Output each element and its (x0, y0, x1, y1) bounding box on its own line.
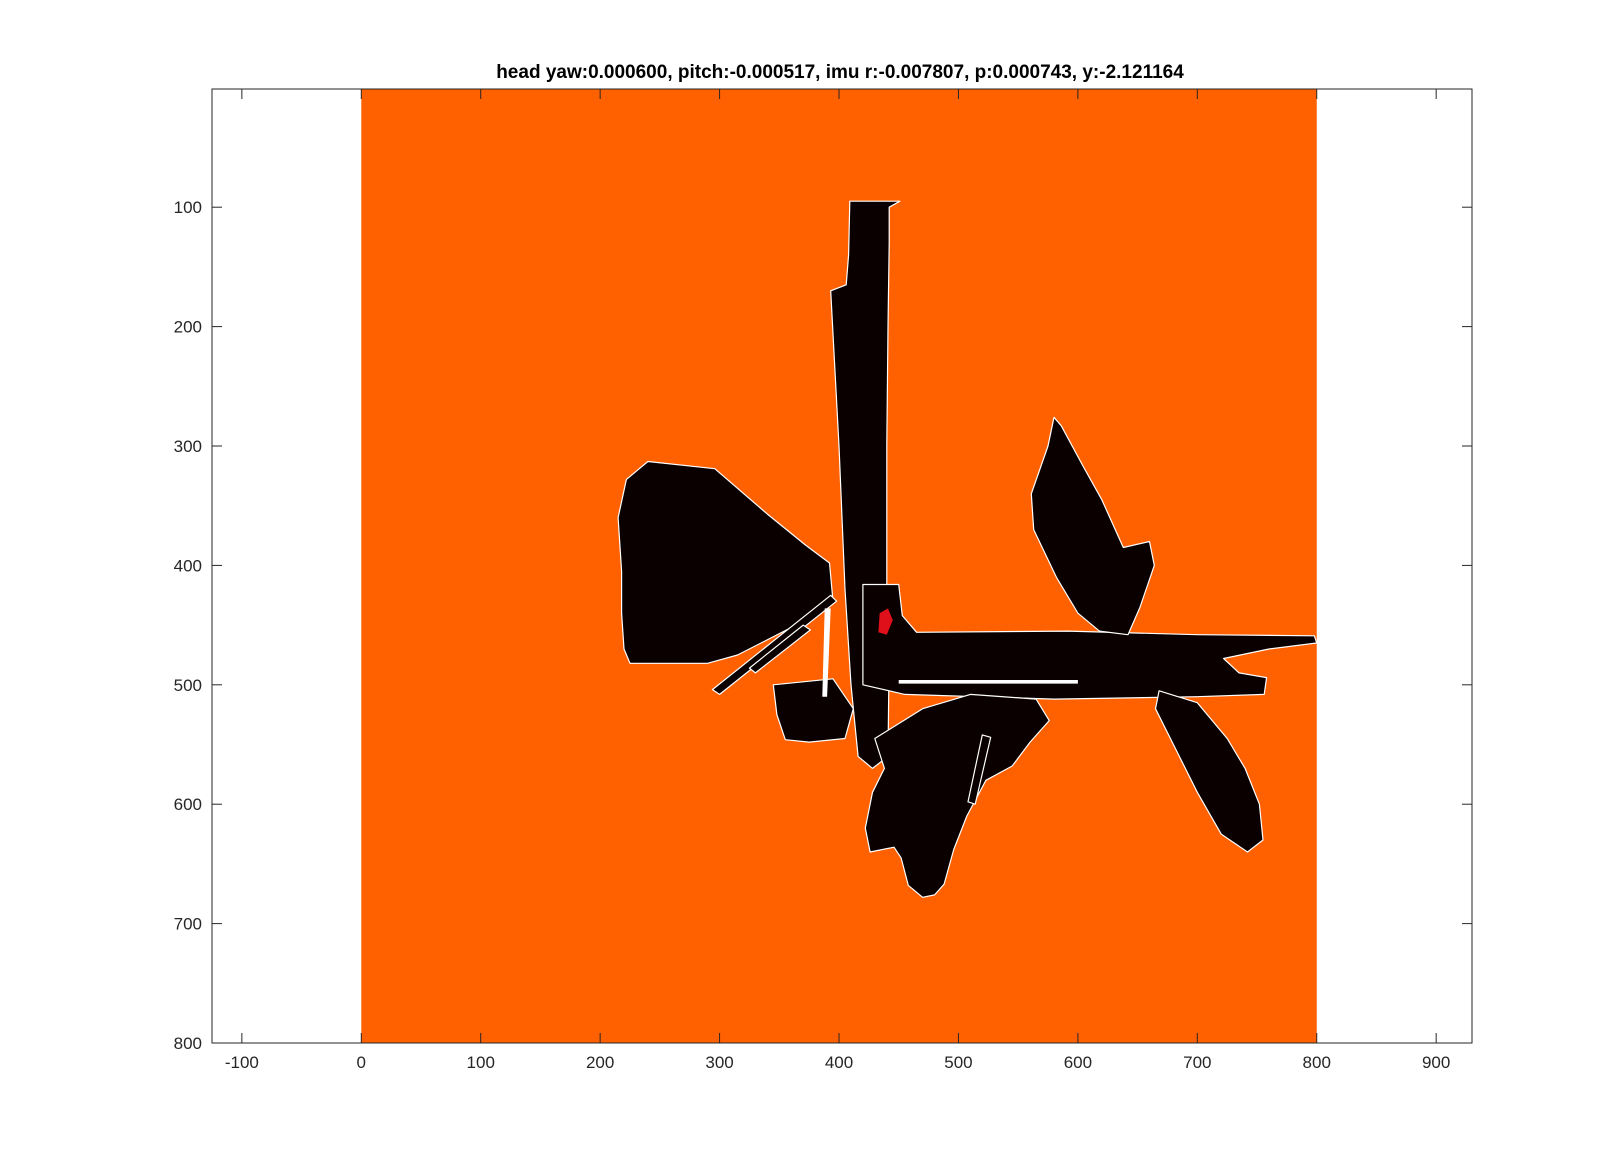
x-tick-label: 200 (586, 1053, 614, 1072)
y-tick-label: 500 (174, 676, 202, 695)
chart-title: head yaw:0.000600, pitch:-0.000517, imu … (496, 62, 1184, 83)
map-region-edge-west-strip (822, 608, 831, 697)
y-tick-label: 800 (174, 1034, 202, 1053)
x-tick-label: 300 (705, 1053, 733, 1072)
axes-box (211, 88, 1473, 1044)
map-region-ray-south-1 (967, 734, 992, 805)
map-region-ray-west-2 (748, 624, 812, 674)
x-tick-label: 600 (1064, 1053, 1092, 1072)
x-tick-label: 0 (357, 1053, 366, 1072)
y-tick-label: 400 (174, 556, 202, 575)
map-region-fan-west (617, 460, 834, 664)
map-image (361, 89, 1317, 1043)
y-tick-label: 600 (174, 795, 202, 814)
map-region-fan-southeast (1154, 690, 1264, 853)
plot-area (361, 89, 1318, 1043)
axis-tick-labels: -100 0 100 200 300 400 500 600 700 800 900 100 200 30… (174, 198, 1451, 1072)
map-region-robot-pose (878, 608, 893, 635)
map-region-patch-southwest (772, 678, 854, 743)
y-tick-label: 300 (174, 437, 202, 456)
map-region-edge-corridor-gap (898, 680, 1078, 684)
x-tick-label: 400 (825, 1053, 853, 1072)
x-tick-label: 800 (1303, 1053, 1331, 1072)
x-tick-label: 900 (1422, 1053, 1450, 1072)
x-tick-label: -100 (225, 1053, 259, 1072)
x-tick-label: 100 (467, 1053, 495, 1072)
map-region-fan-south (864, 693, 1050, 898)
x-tick-label: 500 (944, 1053, 972, 1072)
axis-ticks (212, 89, 1472, 1044)
map-region-beam-northeast (1030, 416, 1155, 636)
y-tick-label: 100 (174, 198, 202, 217)
map-region-ray-west-1 (711, 594, 838, 696)
y-tick-label: 200 (174, 318, 202, 337)
x-tick-label: 700 (1183, 1053, 1211, 1072)
y-tick-label: 700 (174, 915, 202, 934)
